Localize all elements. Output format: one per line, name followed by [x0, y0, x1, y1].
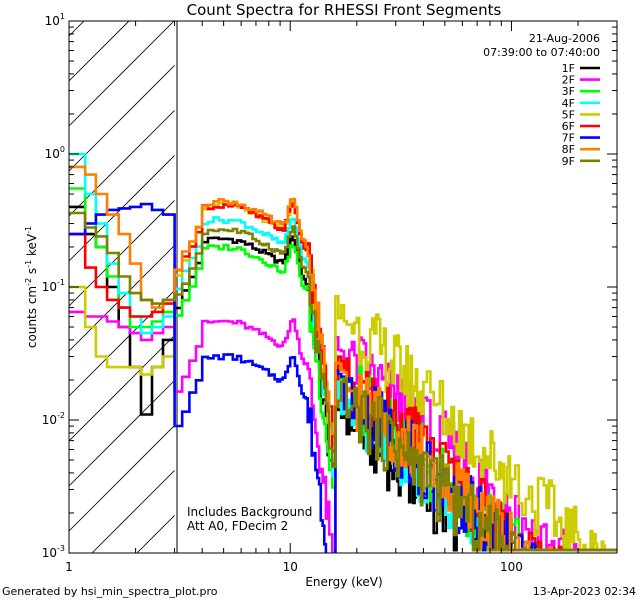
- y-axis-label-part: counts cm: [25, 286, 39, 348]
- annotation-background: Includes Background: [187, 505, 312, 519]
- y-axis-label-part: s: [25, 268, 39, 278]
- y-axis-label: counts cm-2 s-1 keV-1: [24, 226, 39, 348]
- x-tick-label: 100: [500, 560, 523, 574]
- legend-label-5f: 5F: [562, 108, 575, 121]
- legend-label-1f: 1F: [562, 62, 575, 75]
- y-tick-label: 10-1: [42, 278, 65, 294]
- legend-label-3f: 3F: [562, 85, 575, 98]
- y-tick-label: 10-2: [42, 411, 65, 427]
- hatch-line: [69, 65, 175, 172]
- hatch-line: [69, 21, 175, 127]
- annotation-attenuator: Att A0, FDecim 2: [187, 519, 288, 533]
- hatch-line: [136, 515, 175, 553]
- y-tick-label: 101: [45, 12, 65, 28]
- footer-generated-by: Generated by hsi_min_spectra_plot.pro: [2, 585, 218, 598]
- hatch-line: [69, 245, 175, 352]
- legend-label-9f: 9F: [562, 155, 575, 168]
- legend-label-7f: 7F: [562, 132, 575, 145]
- chart-title: Count Spectra for RHESSI Front Segments: [187, 1, 502, 19]
- hatched-region: [69, 21, 175, 553]
- y-tick-label: 100: [45, 145, 65, 161]
- y-tick-label: 10-3: [42, 544, 65, 560]
- hatch-line: [69, 200, 175, 307]
- y-axis-label-sup: -2: [24, 278, 33, 286]
- y-axis-label-part: keV: [25, 233, 39, 260]
- x-tick-label: 1: [65, 560, 73, 574]
- hatch-line: [91, 470, 175, 553]
- hatch-line: [69, 21, 130, 82]
- legend-label-2f: 2F: [562, 74, 575, 87]
- date-label: 21-Aug-2006: [529, 32, 600, 45]
- legend-label-4f: 4F: [562, 97, 575, 110]
- hatch-line: [69, 380, 175, 487]
- y-axis-label-sup: -1: [24, 226, 33, 234]
- x-axis-label: Energy (keV): [305, 575, 382, 589]
- x-tick-label: 10: [283, 560, 298, 574]
- footer-timestamp: 13-Apr-2023 02:34: [533, 585, 636, 598]
- series-9f-line: [69, 211, 617, 552]
- legend-label-6f: 6F: [562, 120, 575, 133]
- hatch-line: [69, 110, 175, 217]
- hatch-line: [69, 425, 175, 532]
- legend-label-8f: 8F: [562, 143, 575, 156]
- hatch-line: [69, 335, 175, 442]
- time-range-label: 07:39:00 to 07:40:00: [483, 46, 600, 59]
- y-axis-label-sup: -1: [24, 260, 33, 268]
